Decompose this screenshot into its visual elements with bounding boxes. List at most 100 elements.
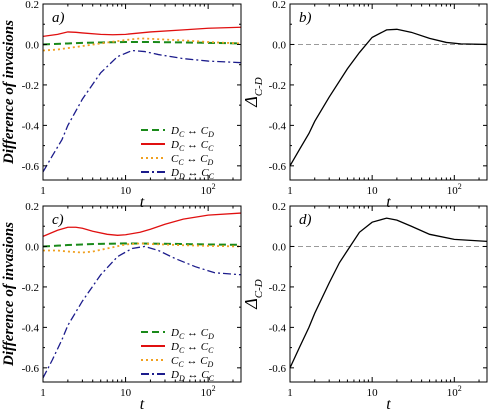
legend-sub-1: C <box>179 332 185 341</box>
y-tick-label: -0.2 <box>22 282 39 294</box>
y-tick-label: 0.0 <box>272 39 286 51</box>
x-tick-label: 102 <box>201 384 216 399</box>
x-tick-label: 10 <box>120 185 132 197</box>
y-tick-label: -0.2 <box>269 80 286 92</box>
x-tick-label: 102 <box>201 182 216 197</box>
y-axis-label-main: Δ <box>241 298 261 310</box>
series-line-0 <box>42 41 242 46</box>
series-line-2 <box>42 37 242 52</box>
legend-entry-0: DC ↔ CD <box>170 125 214 139</box>
x-tick-label: 1 <box>40 185 46 197</box>
y-tick-label: 0.2 <box>25 201 39 213</box>
legend-sub-1: C <box>178 360 184 369</box>
y-tick-label: -0.4 <box>22 120 40 132</box>
panel-label: a) <box>52 10 65 26</box>
panel-label: b) <box>299 10 312 26</box>
legend-arrow: ↔ <box>184 341 201 353</box>
x-tick-base: 10 <box>120 387 132 399</box>
x-tick-exp: 2 <box>212 182 216 191</box>
y-tick-label: 0.2 <box>272 0 286 11</box>
series-line-0 <box>289 217 488 369</box>
legend-sub-2: C <box>208 144 214 153</box>
legend-main-1: D <box>170 139 179 151</box>
legend-main-1: D <box>170 125 179 137</box>
y-tick-label: 0.2 <box>25 0 39 11</box>
x-tick-base: 1 <box>287 387 293 399</box>
y-axis-label: ΔC-D <box>241 77 265 108</box>
legend-entry-2: CC ↔ CD <box>171 153 214 167</box>
y-axis-label: ΔC-D <box>241 279 265 310</box>
x-tick-base: 10 <box>367 185 379 197</box>
x-tick-label: 1 <box>287 185 293 197</box>
y-tick-label: -0.6 <box>269 363 287 375</box>
series-line-3 <box>42 49 242 173</box>
legend-sub-2: D <box>207 360 214 369</box>
x-tick-label: 10 <box>367 387 379 399</box>
y-axis-label-sub: C-D <box>253 279 265 298</box>
legend-entry-3: DD ↔ CC <box>170 167 215 181</box>
x-tick-label: 102 <box>447 384 462 399</box>
y-tick-label: -0.2 <box>22 80 39 92</box>
legend-sub-2: D <box>207 332 214 341</box>
y-tick-label: 0.0 <box>272 241 286 253</box>
legend-sub-1: C <box>179 346 185 355</box>
series-line-3 <box>42 245 242 379</box>
plot-frame <box>42 205 242 383</box>
legend-main-1: D <box>170 167 179 179</box>
legend-main-2: C <box>201 369 209 381</box>
x-tick-base: 10 <box>447 185 459 197</box>
legend-main-2: C <box>201 139 209 151</box>
legend-sub-1: C <box>179 130 185 139</box>
x-tick-base: 10 <box>367 387 379 399</box>
x-axis-label: t <box>140 194 145 211</box>
series-line-0 <box>289 28 488 167</box>
legend-sub-2: C <box>209 374 215 383</box>
legend-sub-1: D <box>178 172 185 181</box>
y-tick-label: -0.4 <box>269 322 287 334</box>
x-tick-label: 102 <box>447 182 462 197</box>
legend-entry-2: CC ↔ CD <box>171 355 214 369</box>
legend-main-1: D <box>170 341 179 353</box>
x-tick-base: 10 <box>120 185 132 197</box>
legend-sub-1: D <box>178 374 185 383</box>
legend-main-2: C <box>201 341 209 353</box>
x-tick-base: 10 <box>201 185 213 197</box>
legend-entry-3: DD ↔ CC <box>170 369 215 383</box>
x-axis-label: t <box>386 194 391 211</box>
x-tick-base: 1 <box>40 387 46 399</box>
legend-main-2: C <box>201 125 209 137</box>
x-tick-exp: 2 <box>458 182 462 191</box>
x-axis-label: t <box>386 396 391 410</box>
x-tick-label: 10 <box>120 387 132 399</box>
legend-main-1: D <box>170 369 179 381</box>
plot-frame <box>42 3 242 181</box>
series-line-2 <box>43 242 242 254</box>
plot-frame <box>289 205 488 383</box>
legend-sub-2: C <box>209 172 215 181</box>
y-tick-label: 0.0 <box>25 241 39 253</box>
plot-frame <box>289 3 488 181</box>
legend-main-2: C <box>200 153 208 165</box>
legend-entry-1: DC ↔ CC <box>170 139 214 153</box>
y-tick-label: 0.2 <box>272 201 286 213</box>
x-tick-base: 10 <box>201 387 213 399</box>
y-axis-label: Difference of invasions <box>1 222 17 367</box>
legend-main-1: C <box>171 355 179 367</box>
y-tick-label: -0.4 <box>269 120 287 132</box>
legend-sub-2: D <box>207 130 214 139</box>
y-tick-label: -0.6 <box>269 161 287 173</box>
panel-label: d) <box>299 212 312 228</box>
x-axis-label: t <box>140 396 145 410</box>
series-line-1 <box>42 26 242 38</box>
y-axis-label-sub: C-D <box>253 77 265 96</box>
x-tick-label: 1 <box>40 387 46 399</box>
series-line-0 <box>42 242 242 248</box>
legend-main-2: C <box>201 167 209 179</box>
x-tick-base: 1 <box>287 185 293 197</box>
legend-arrow: ↔ <box>184 153 201 165</box>
legend-arrow: ↔ <box>184 125 201 137</box>
legend-sub-1: C <box>178 158 184 167</box>
legend-sub-1: C <box>179 144 185 153</box>
